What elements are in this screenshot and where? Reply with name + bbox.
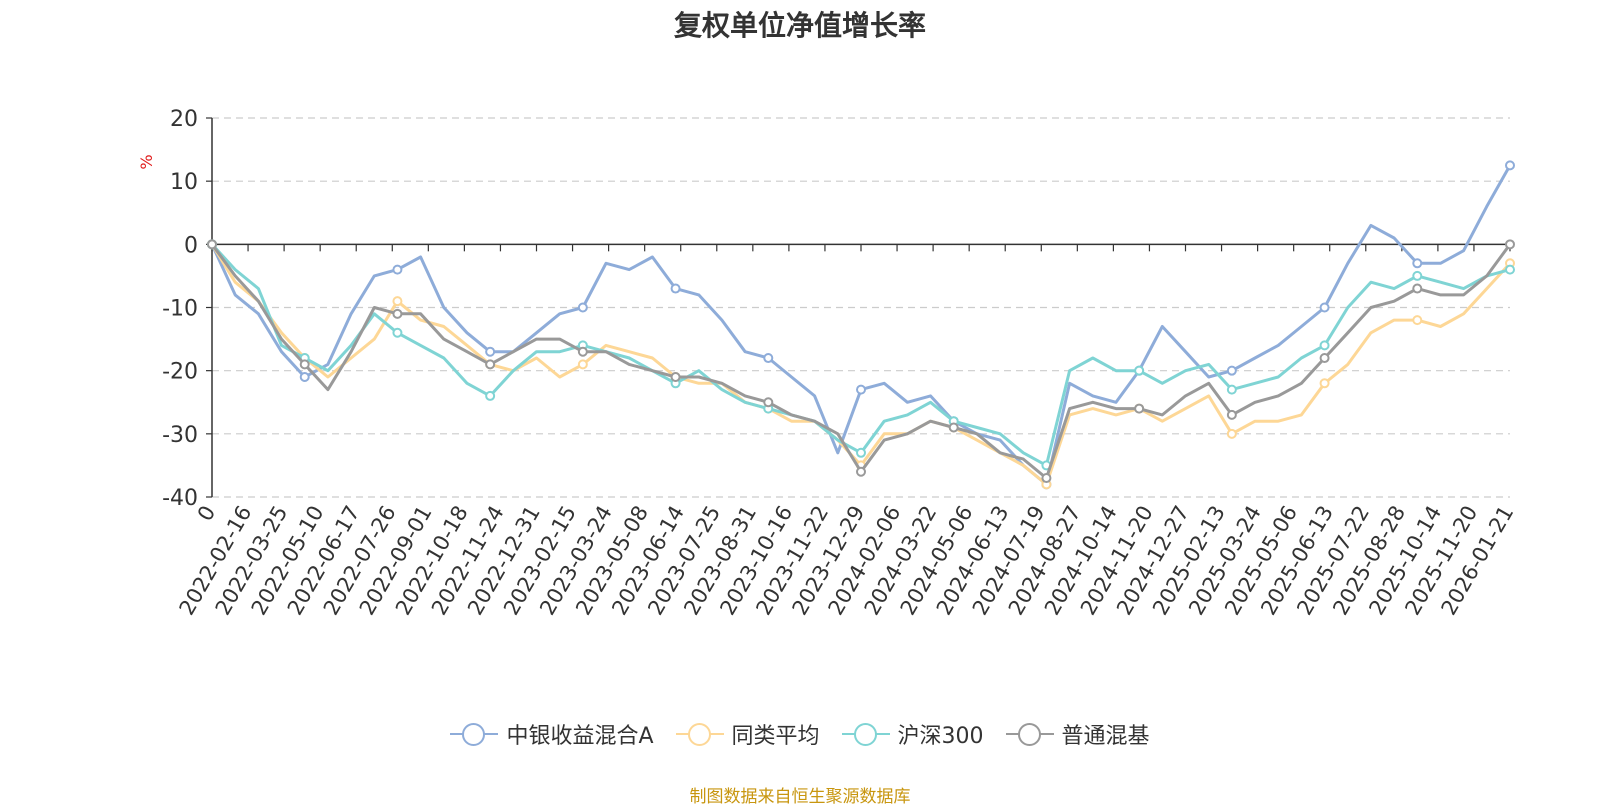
legend-marker-icon (841, 722, 890, 746)
x-tick-label: 0 (193, 502, 220, 526)
series-point (392, 327, 403, 338)
legend-label: 同类平均 (731, 724, 820, 749)
series-point (577, 302, 588, 313)
tick-labels: 20100-10-20-30-4002022-02-162022-03-2520… (162, 107, 1518, 619)
y-tick-label: -30 (162, 423, 198, 448)
series-point (1412, 270, 1423, 281)
series-point (299, 371, 310, 382)
y-tick-label: 10 (170, 170, 198, 195)
series-point (392, 264, 403, 275)
chart-legend: 中银收益混合A 同类平均 沪深300 普通混基 (0, 718, 1600, 750)
series-point (392, 308, 403, 319)
series-point (1319, 378, 1330, 389)
y-tick-label: -10 (162, 297, 198, 322)
legend-marker-icon (1005, 722, 1054, 746)
series-point (485, 359, 496, 370)
series-point (1226, 409, 1237, 420)
series-point (1412, 315, 1423, 326)
series-line-1 (210, 164, 1512, 486)
series-point (1226, 384, 1237, 395)
source-note: 制图数据来自恒生聚源数据库 (689, 787, 911, 807)
series-point (1319, 340, 1330, 351)
chart-title: 复权单位净值增长率 (673, 9, 926, 42)
series-point (948, 422, 959, 433)
series-point (856, 384, 866, 395)
series-lines (207, 160, 1515, 490)
series-point (1505, 239, 1515, 250)
y-tick-label: 0 (184, 233, 198, 258)
series-point (1134, 365, 1145, 376)
series-point (763, 353, 774, 364)
legend-label: 中银收益混合A (506, 724, 654, 749)
series-point (856, 447, 866, 458)
series-point (485, 346, 496, 357)
series-line-4 (210, 243, 1512, 480)
legend-marker-icon (675, 722, 724, 746)
legend-marker-icon (450, 722, 499, 746)
legend-item[interactable]: 沪深300 (841, 718, 984, 750)
series-point (1319, 353, 1330, 364)
series-point (485, 390, 496, 401)
series-point (207, 239, 217, 250)
series-point (1226, 365, 1237, 376)
line-chart: 20100-10-20-30-4002022-02-162022-03-2520… (137, 107, 1518, 619)
legend-item[interactable]: 普通混基 (1005, 718, 1150, 750)
legend-label: 沪深300 (897, 724, 984, 749)
series-point (1134, 403, 1145, 414)
y-tick-label: -20 (162, 360, 198, 385)
legend-item[interactable]: 同类平均 (675, 718, 820, 750)
series-point (670, 371, 681, 382)
y-axis-unit-label: % (137, 154, 156, 169)
series-point (1319, 302, 1330, 313)
series-line-3 (210, 243, 1511, 467)
legend-item[interactable]: 中银收益混合A (450, 718, 654, 750)
series-point (299, 359, 310, 370)
axes (206, 117, 1511, 498)
y-tick-label: -40 (162, 486, 198, 511)
series-point (763, 397, 774, 408)
series-point (1412, 258, 1423, 269)
series-point (856, 466, 866, 477)
series-point (1041, 473, 1052, 484)
series-point (577, 346, 588, 357)
legend-label: 普通混基 (1061, 724, 1150, 749)
series-point (1412, 283, 1423, 294)
series-point (1226, 428, 1237, 439)
series-point (1505, 160, 1515, 171)
y-tick-label: 20 (170, 107, 198, 132)
series-point (1505, 264, 1515, 275)
series-point (577, 359, 588, 370)
series-point (670, 283, 681, 294)
series-point (392, 296, 403, 307)
grid-lines (212, 117, 1510, 498)
